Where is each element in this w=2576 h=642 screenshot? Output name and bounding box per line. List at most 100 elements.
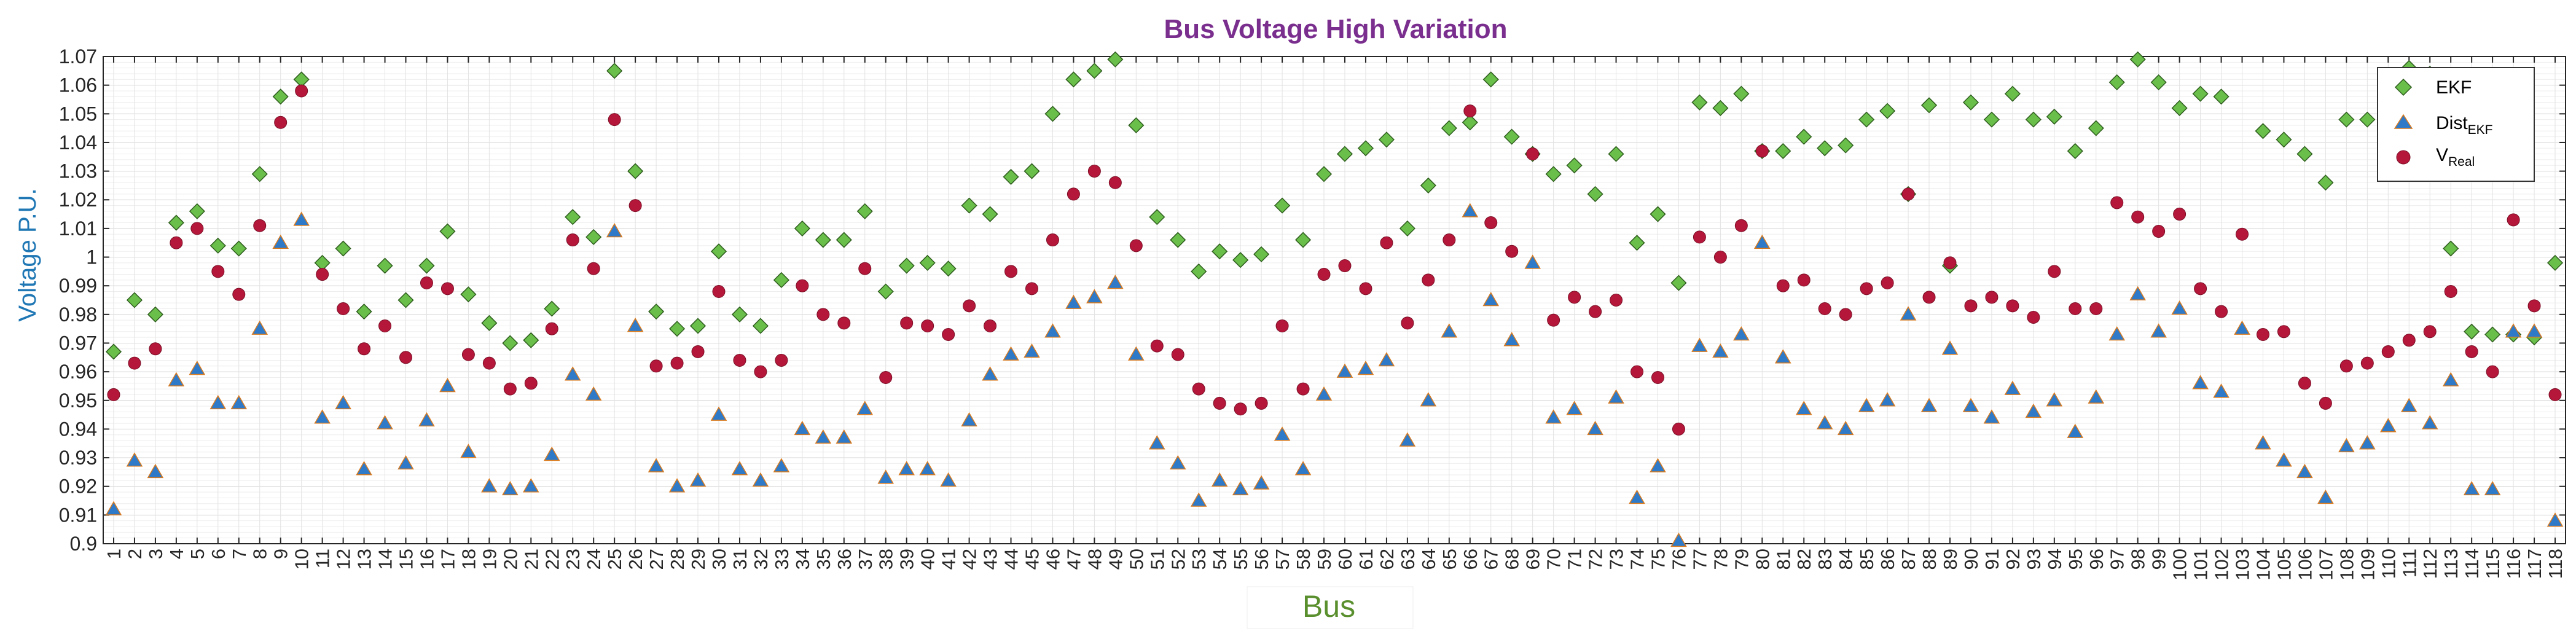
point-dist-ekf [1378, 351, 1395, 367]
x-tick-label: 55 [1230, 549, 1251, 570]
point-dist-ekf [523, 478, 539, 493]
point-v-real [1818, 302, 1831, 315]
point-ekf [1420, 177, 1436, 194]
point-v-real [608, 113, 621, 127]
x-tick-label: 116 [2503, 549, 2524, 579]
point-dist-ekf [1650, 458, 1666, 472]
point-dist-ekf [189, 360, 206, 375]
point-dist-ekf [1357, 360, 1374, 375]
point-v-real [1631, 365, 1644, 378]
point-dist-ekf [1024, 343, 1040, 358]
point-v-real [921, 319, 934, 332]
point-ekf [919, 254, 936, 271]
point-dist-ekf [2317, 489, 2334, 504]
x-tick-label: 59 [1313, 549, 1335, 570]
point-ekf [1733, 85, 1750, 102]
point-v-real [274, 115, 288, 129]
y-tick-label: 1 [86, 246, 97, 268]
point-ekf [1274, 197, 1291, 214]
point-dist-ekf [2108, 326, 2126, 341]
point-v-real [837, 316, 851, 330]
point-ekf [1670, 275, 1687, 291]
point-ekf [1858, 111, 1875, 128]
point-v-real [420, 276, 433, 290]
point-dist-ekf [2296, 463, 2313, 479]
point-dist-ekf [689, 472, 707, 487]
y-tick-label: 0.99 [59, 275, 97, 297]
point-dist-ekf [1253, 475, 1270, 490]
x-tick-label: 69 [1522, 549, 1544, 570]
x-axis-label: Bus [1302, 589, 1355, 624]
point-dist-ekf [1858, 397, 1875, 412]
point-ekf [565, 209, 581, 225]
point-v-real [295, 84, 308, 98]
x-tick-label: 74 [1627, 549, 1648, 570]
y-tick-label: 0.93 [59, 447, 97, 469]
x-tick-label: 61 [1355, 549, 1377, 570]
point-dist-ekf [251, 320, 268, 335]
point-dist-ekf [1712, 343, 1729, 358]
point-v-real [858, 262, 872, 275]
point-dist-ekf [1148, 435, 1165, 450]
x-tick-label: 15 [396, 549, 417, 570]
point-ekf [1378, 131, 1395, 148]
point-ekf [731, 306, 748, 323]
point-ekf [189, 203, 205, 219]
x-tick-label: 9 [270, 549, 292, 559]
point-v-real [2381, 345, 2395, 358]
point-dist-ekf [481, 478, 498, 493]
point-dist-ekf [1962, 397, 1979, 412]
point-dist-ekf [2067, 423, 2084, 438]
y-tick-label: 1.04 [59, 131, 97, 154]
point-ekf [1796, 128, 1812, 145]
point-ekf [439, 223, 456, 240]
x-tick-label: 56 [1251, 549, 1272, 570]
point-ekf [2255, 123, 2271, 139]
x-tick-label: 40 [917, 549, 939, 570]
point-dist-ekf [335, 394, 351, 410]
x-tick-label: 10 [291, 549, 313, 570]
x-tick-label: 2 [124, 549, 146, 559]
x-tick-label: 67 [1481, 549, 1502, 570]
point-v-real [879, 370, 893, 384]
point-v-real [2339, 359, 2353, 373]
point-v-real [1922, 291, 1936, 304]
point-ekf [460, 286, 477, 303]
x-tick-label: 25 [604, 549, 625, 570]
legend-dist-label-base: Dist [2436, 113, 2468, 133]
point-v-real [358, 342, 371, 356]
x-tick-label: 8 [249, 549, 271, 559]
point-v-real [545, 322, 558, 335]
point-ekf [1962, 94, 1979, 111]
point-v-real [2048, 265, 2061, 278]
x-tick-label: 29 [687, 549, 709, 570]
point-ekf [1775, 143, 1791, 159]
point-dist-ekf [1816, 415, 1833, 429]
point-v-real [337, 302, 350, 315]
x-tick-label: 75 [1647, 549, 1669, 570]
legend-real-label: VReal [2436, 145, 2475, 169]
point-v-real [1296, 382, 1310, 396]
point-v-real [2507, 213, 2520, 227]
point-dist-ekf [1190, 492, 1207, 507]
point-v-real [2527, 299, 2541, 313]
point-ekf [209, 237, 226, 254]
point-ekf [1232, 252, 1249, 268]
x-tick-label: 45 [1021, 549, 1043, 570]
point-dist-ekf [2547, 512, 2564, 527]
point-ekf [2046, 108, 2062, 125]
point-ekf [1817, 140, 1833, 157]
point-dist-ekf [1128, 346, 1145, 361]
point-ekf [1191, 263, 1207, 280]
point-v-real [2215, 305, 2228, 318]
y-tick-label: 1.05 [59, 103, 97, 125]
legend-ekf-label: EKF [2436, 77, 2472, 98]
point-v-real [1881, 276, 1894, 290]
x-tick-label: 33 [771, 549, 793, 570]
x-tick-label: 24 [583, 549, 605, 570]
point-ekf [669, 321, 686, 337]
point-dist-ekf [1503, 332, 1521, 346]
point-v-real [461, 348, 475, 361]
point-dist-ekf [1983, 409, 2000, 424]
point-ekf [710, 243, 727, 260]
